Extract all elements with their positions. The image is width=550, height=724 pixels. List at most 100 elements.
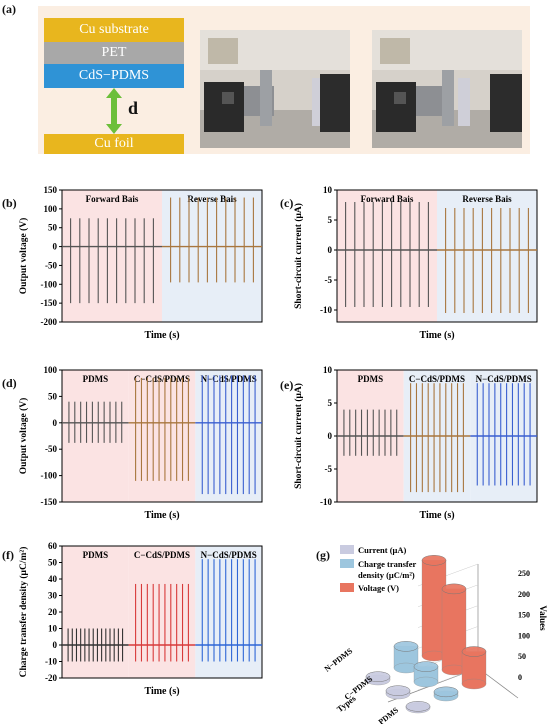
gap-distance-label: d	[128, 98, 139, 118]
legend-label: Voltage (V)	[358, 583, 399, 593]
region-background	[62, 546, 129, 678]
region-label: Forward Bais	[86, 194, 139, 204]
bar-top	[365, 671, 391, 682]
panel-f-label: (f)	[2, 548, 14, 562]
x-axis-label: Time (s)	[144, 330, 179, 341]
y-tick-label: 50	[48, 391, 58, 401]
setup-photo-right	[372, 30, 522, 148]
pet-layer: PET	[44, 42, 184, 64]
legend-label: Current (μA)	[358, 545, 407, 555]
y-tick-label: 100	[44, 204, 58, 214]
y-tick-label: -50	[45, 260, 57, 270]
y-tick-label: 10	[323, 185, 333, 195]
chart-d-output-voltage: PDMS C−CdS/PDMS N−CdS/PDMS -150 -100 -50 0 50 10…	[18, 365, 263, 521]
y-tick-label: -50	[45, 444, 57, 454]
y-tick-label: -5	[325, 275, 333, 285]
setup-photo-left	[200, 30, 350, 148]
y-tick-label: -5	[325, 464, 333, 474]
panel-a-figure: Cu substrate PET CdS−PDMS d Cu foil	[38, 6, 530, 154]
region-label: N−CdS/PDMS	[476, 374, 532, 384]
region-label: Forward Bais	[361, 194, 414, 204]
bar-top	[413, 661, 439, 672]
y-tick-label: 50	[48, 223, 58, 233]
region-background	[195, 546, 262, 678]
y-tick-label: 30	[48, 591, 58, 601]
y-axis-label: Short-circuit current (μA)	[293, 383, 304, 489]
y-tick-label: 0	[328, 245, 333, 255]
y-axis-label: Charge transfer density (μC/m²)	[18, 547, 29, 678]
panel-d-label: (d)	[2, 376, 17, 390]
bar-top	[461, 646, 487, 657]
cds-pdms-layer: CdS−PDMS	[44, 64, 184, 88]
z-tick-label: 0	[518, 673, 522, 682]
bar-base	[461, 678, 487, 690]
region-background	[437, 190, 537, 322]
y-tick-label: 0	[53, 418, 58, 428]
gap-arrow-icon	[106, 88, 122, 134]
y-tick-label: -20	[45, 673, 57, 683]
bar-top	[385, 685, 411, 696]
z-tick-label: 50	[518, 652, 526, 661]
region-background	[337, 190, 437, 322]
y-axis-label: Output voltage (V)	[18, 218, 29, 295]
z-tick-label: 250	[518, 569, 530, 578]
x-axis-label: Time (s)	[419, 510, 454, 521]
y-tick-label: -150	[41, 497, 58, 507]
y-tick-label: -100	[41, 471, 58, 481]
panel-g-label: (g)	[316, 548, 330, 562]
bar-top	[441, 583, 467, 595]
region-label: N−CdS/PDMS	[201, 550, 257, 560]
region-label: PDMS	[83, 374, 109, 384]
plot-frame	[336, 189, 538, 323]
cu-substrate-label: Cu substrate	[79, 22, 149, 37]
y-tick-label: 5	[328, 398, 333, 408]
legend-swatch	[340, 583, 354, 592]
bar-top	[433, 686, 459, 698]
bar-top	[405, 701, 431, 712]
y-axis-label: Output voltage (V)	[18, 398, 29, 475]
y-tick-label: -10	[320, 497, 332, 507]
y-tick-label: 0	[53, 640, 58, 650]
chart-e-short-circuit-current: PDMS C−CdS/PDMS N−CdS/PDMS -10 -5 0 5 10 Time (s…	[293, 365, 538, 521]
bar-top	[421, 555, 447, 566]
bar-base	[413, 676, 439, 688]
x-axis-label: Time (s)	[144, 510, 179, 521]
plot-frame	[61, 189, 263, 323]
y-tick-label: -150	[41, 298, 58, 308]
bar-top	[393, 641, 419, 652]
cu-foil-layer: Cu foil	[44, 134, 184, 154]
cds-pdms-label: CdS−PDMS	[78, 68, 150, 83]
z-tick-label: 200	[518, 590, 530, 599]
y-tick-label: 5	[328, 215, 333, 225]
y-tick-label: -10	[320, 305, 332, 315]
y-tick-label: -100	[41, 279, 58, 289]
region-label: PDMS	[83, 550, 109, 560]
category-label: N−PDMS	[323, 646, 355, 674]
y-tick-label: -200	[41, 317, 58, 327]
z-axis-label: Values	[538, 605, 548, 631]
y-tick-label: 20	[48, 607, 58, 617]
y-axis-label: Short-circuit current (μA)	[293, 203, 304, 309]
region-background	[62, 370, 129, 502]
cu-foil-label: Cu foil	[94, 136, 134, 151]
panel-e-label: (e)	[280, 378, 294, 392]
y-tick-label: 0	[53, 242, 58, 252]
chart-g-3d-bar: Current (μA) Charge transfer Voltage (V) de…	[323, 545, 548, 724]
region-label: PDMS	[358, 374, 384, 384]
y-tick-label: 150	[44, 185, 58, 195]
region-label: Reverse Bais	[187, 194, 237, 204]
chart-b-output-voltage: Forward Bais Reverse Bais -200 -150 -100 -50 0…	[18, 185, 263, 341]
legend-label: density (μC/m²)	[358, 570, 415, 580]
plot-frame	[61, 369, 263, 503]
region-label: Reverse Bais	[462, 194, 512, 204]
region-background	[62, 190, 162, 322]
z-tick-label: 100	[518, 631, 530, 640]
region-label: N−CdS/PDMS	[201, 374, 257, 384]
legend-swatch	[340, 559, 354, 568]
legend-swatch	[340, 545, 354, 554]
category-label: PDMS	[377, 705, 401, 724]
y-tick-label: 50	[48, 558, 58, 568]
panel-b-label: (b)	[2, 196, 17, 210]
y-tick-label: 40	[48, 574, 58, 584]
region-label: C−CdS/PDMS	[409, 374, 465, 384]
